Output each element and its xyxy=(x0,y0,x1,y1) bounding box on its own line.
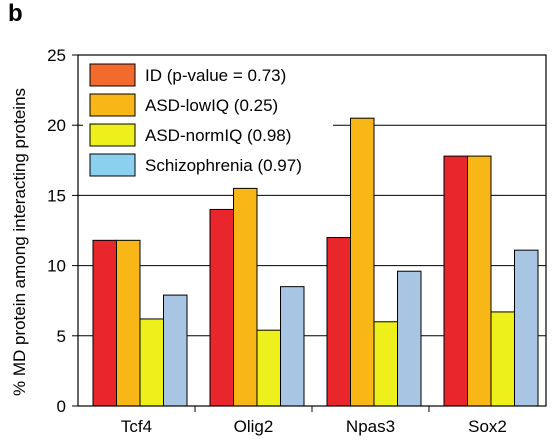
y-tick-label: 5 xyxy=(57,327,66,346)
bar xyxy=(443,155,468,407)
y-tick-label: 25 xyxy=(47,46,66,65)
legend-swatch xyxy=(89,93,136,117)
bar xyxy=(256,329,281,407)
bar xyxy=(514,249,539,407)
bar xyxy=(280,286,305,407)
bar xyxy=(490,311,515,407)
x-tick-label: Tcf4 xyxy=(121,417,152,436)
y-axis-label: % MD protein among interacting proteins xyxy=(10,88,29,396)
legend-label: ID (p-value = 0.73) xyxy=(145,66,286,85)
panel-letter: b xyxy=(8,0,23,27)
bar xyxy=(163,294,188,407)
bar xyxy=(233,187,258,407)
bar xyxy=(373,321,398,407)
legend-label: ASD-normIQ (0.98) xyxy=(145,126,291,145)
x-tick-label: Sox2 xyxy=(468,417,507,436)
x-axis: Tcf4 Olig2 Npas3 Sox2 xyxy=(121,406,507,436)
legend-swatch xyxy=(89,63,136,87)
bar xyxy=(467,155,492,407)
x-tick-label: Olig2 xyxy=(234,417,274,436)
bars xyxy=(92,117,539,407)
legend-swatch xyxy=(89,153,136,177)
bar xyxy=(209,208,234,407)
y-tick-label: 0 xyxy=(57,397,66,416)
bar xyxy=(350,117,375,407)
bar xyxy=(116,239,141,407)
x-tick-label: Npas3 xyxy=(346,417,395,436)
y-tick-label: 15 xyxy=(47,186,66,205)
bar xyxy=(326,237,351,407)
legend-label: Schizophrenia (0.97) xyxy=(145,156,302,175)
y-axis: 0 5 10 15 20 25 xyxy=(47,46,78,416)
y-tick-label: 10 xyxy=(47,257,66,276)
bar xyxy=(139,318,164,407)
legend-swatch xyxy=(89,123,136,147)
bar xyxy=(397,270,422,407)
legend-label: ASD-lowIQ (0.25) xyxy=(145,96,278,115)
bar xyxy=(92,239,117,407)
y-tick-label: 20 xyxy=(47,116,66,135)
legend: ID (p-value = 0.73) ASD-lowIQ (0.25) ASD-n… xyxy=(83,59,333,185)
